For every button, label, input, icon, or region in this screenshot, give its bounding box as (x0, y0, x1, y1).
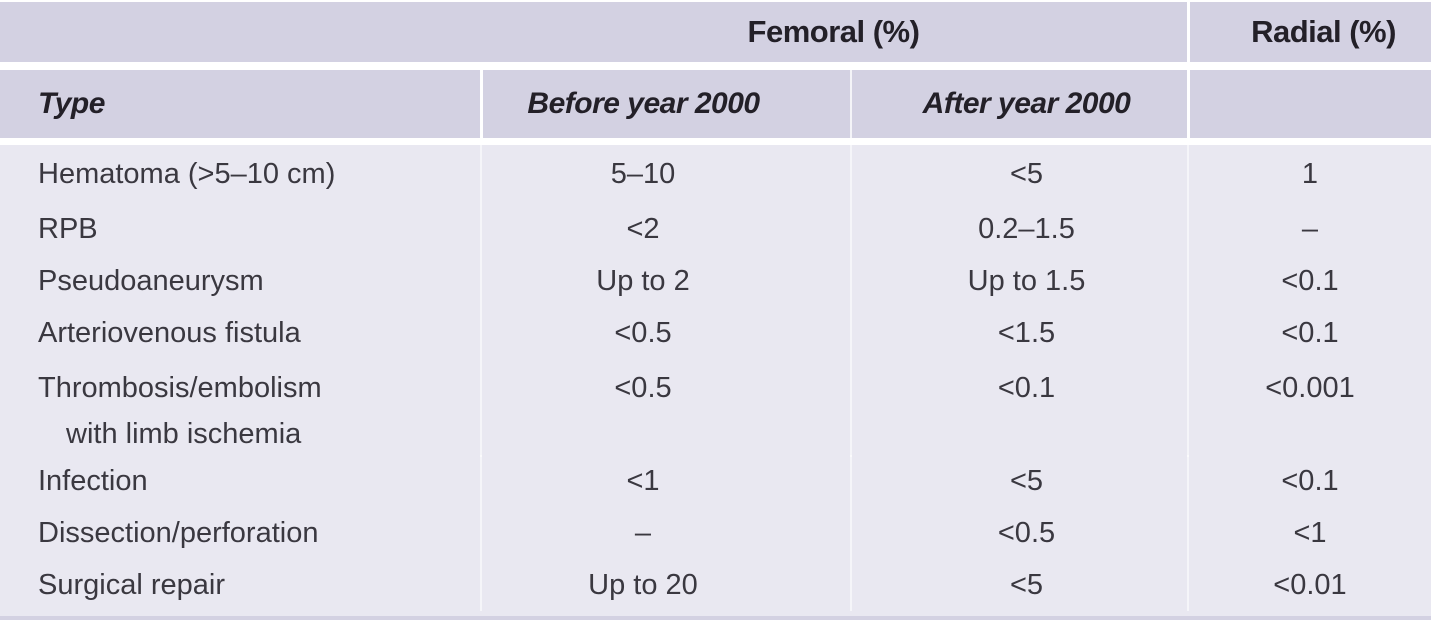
table-row-hematoma: Hematoma (>5–10 cm) 5–10 <5 1 (0, 145, 1431, 203)
table-bottom-rule (0, 616, 1431, 620)
radial-value-cell: <0.001 (1187, 359, 1431, 457)
after-value-cell: 0.2–1.5 (850, 203, 1187, 255)
table-row-dissection-perforation: Dissection/perforation – <0.5 <1 (0, 507, 1431, 559)
after-value-cell: <1.5 (850, 307, 1187, 359)
type-column-header: Type (0, 70, 480, 138)
before-2000-column-label: Before year 2000 (527, 87, 760, 120)
group-header-row: Femoral (%) Radial (%) (0, 2, 1431, 62)
table-row-infection: Infection <1 <5 <0.1 (0, 455, 1431, 507)
after-2000-column-header: After year 2000 (850, 70, 1187, 138)
radial-group-label: Radial (%) (1251, 14, 1396, 49)
type-cell: RPB (38, 212, 98, 245)
before-value-cell: <0.5 (480, 359, 850, 457)
after-value-cell: Up to 1.5 (850, 255, 1187, 307)
after-2000-column-label: After year 2000 (922, 87, 1131, 120)
before-value-cell: <1 (480, 455, 850, 507)
table-row-thrombosis-embolism: Thrombosis/embolism with limb ischemia <… (0, 359, 1431, 457)
radial-value-cell: <1 (1187, 507, 1431, 559)
before-value-cell: Up to 20 (480, 559, 850, 611)
radial-value-cell: 1 (1187, 145, 1431, 203)
after-value-cell: <5 (850, 455, 1187, 507)
before-2000-column-header: Before year 2000 (480, 70, 850, 138)
type-column-label: Type (38, 87, 105, 120)
femoral-group-header: Femoral (%) (480, 2, 1187, 62)
type-cell: Infection (38, 464, 148, 497)
type-cell: Arteriovenous fistula (38, 316, 301, 349)
radial-value-cell: <0.1 (1187, 307, 1431, 359)
after-value-cell: <0.1 (850, 359, 1187, 457)
before-value-cell: 5–10 (480, 145, 850, 203)
type-cell-line2: with limb ischemia (66, 418, 302, 450)
table-row-surgical-repair: Surgical repair Up to 20 <5 <0.01 (0, 559, 1431, 611)
type-cell: Thrombosis/embolism with limb ischemia (0, 359, 480, 457)
radial-value-cell: – (1187, 203, 1431, 255)
femoral-group-label: Femoral (%) (747, 14, 920, 49)
radial-group-header: Radial (%) (1187, 2, 1431, 62)
radial-column-header-spacer (1187, 70, 1431, 138)
table-row-pseudoaneurysm: Pseudoaneurysm Up to 2 Up to 1.5 <0.1 (0, 255, 1431, 307)
after-value-cell: <0.5 (850, 507, 1187, 559)
table-row-arteriovenous-fistula: Arteriovenous fistula <0.5 <1.5 <0.1 (0, 307, 1431, 359)
table-body: Hematoma (>5–10 cm) 5–10 <5 1 RPB <2 0.2… (0, 145, 1431, 616)
type-cell: Hematoma (>5–10 cm) (38, 157, 336, 190)
radial-value-cell: <0.01 (1187, 559, 1431, 611)
after-value-cell: <5 (850, 559, 1187, 611)
before-value-cell: <2 (480, 203, 850, 255)
type-cell: Pseudoaneurysm (38, 264, 264, 297)
before-value-cell: <0.5 (480, 307, 850, 359)
before-value-cell: – (480, 507, 850, 559)
group-header-spacer (0, 2, 480, 62)
column-header-row: Type Before year 2000 After year 2000 (0, 70, 1431, 138)
table-row-rpb: RPB <2 0.2–1.5 – (0, 203, 1431, 255)
type-cell: Dissection/perforation (38, 516, 319, 549)
radial-value-cell: <0.1 (1187, 255, 1431, 307)
after-value-cell: <5 (850, 145, 1187, 203)
type-cell: Surgical repair (38, 568, 225, 601)
before-value-cell: Up to 2 (480, 255, 850, 307)
radial-value-cell: <0.1 (1187, 455, 1431, 507)
type-cell-line1: Thrombosis/embolism (38, 372, 322, 404)
